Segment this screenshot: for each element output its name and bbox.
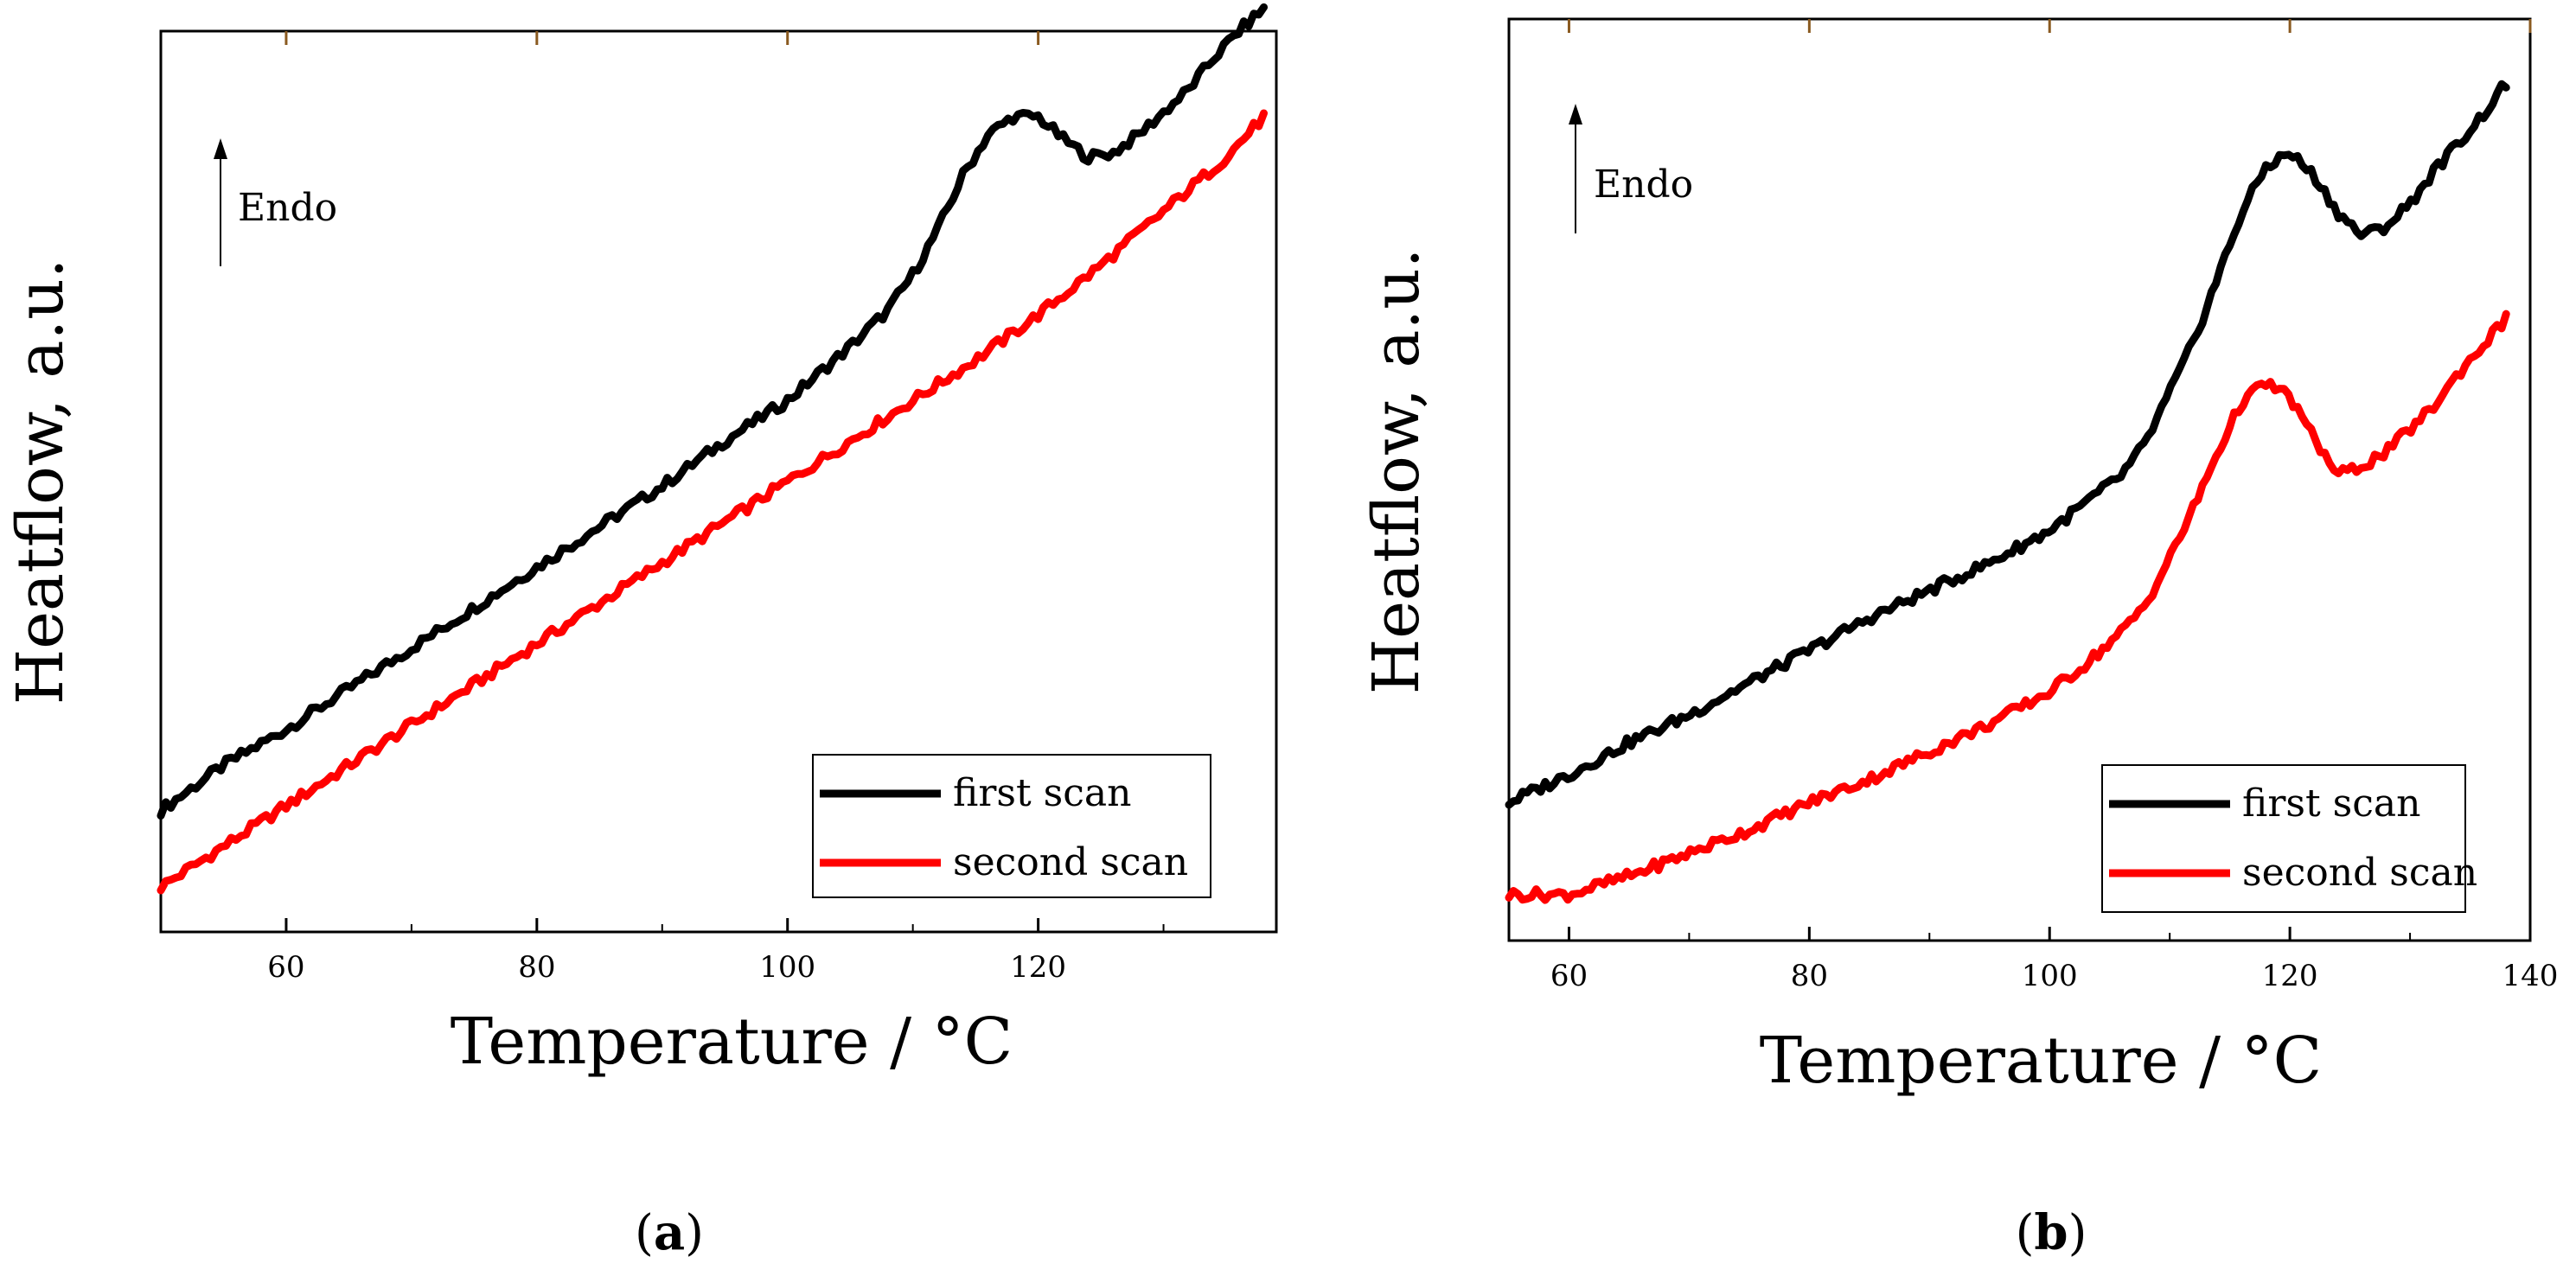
x-tick-label: 120 [2262,959,2318,993]
x-tick-label: 80 [518,950,555,985]
chart-panel-b: 60 80 100 120 140 Temperature / °C Heatflow, a… [1359,17,2559,1261]
endo-label: Endo [238,186,337,230]
legend: first scan second scan [2101,764,2477,913]
y-axis-title: Heatflow, a.u. [1359,248,1434,695]
panel-label: (a) [635,1204,704,1261]
plot-frame [159,29,1278,934]
x-tick-label: 120 [1010,950,1066,985]
x-tick-label: 60 [1550,959,1588,993]
legend-entry: first scan [953,771,1131,815]
legend: first scan second scan [812,754,1211,898]
legend-box [812,754,1211,898]
legend-box [2101,764,2466,913]
legend-entry: second scan [953,840,1188,884]
series-line-first-scan [1505,80,2510,809]
x-axis-title: Temperature / °C [451,1005,1013,1079]
series-line-second-scan [1505,309,2510,904]
x-tick-label: 80 [1791,959,1828,993]
series-line-first-scan [157,3,1268,820]
x-tick-label: 100 [759,950,815,985]
chart-panel-a: 60 80 100 120 Temperature / °C Heatflow, a.u.… [3,3,1278,1261]
endo-arrow-head [1569,104,1582,124]
x-tick-label: 100 [2022,959,2078,993]
y-axis-title: Heatflow, a.u. [3,258,78,705]
legend-entry: first scan [2242,782,2420,826]
x-axis-title: Temperature / °C [1760,1024,2322,1098]
legend-entry: second scan [2242,851,2477,895]
series-line-second-scan [157,109,1268,895]
panel-label: (b) [2016,1204,2087,1261]
endo-label: Endo [1594,163,1693,207]
x-tick-label: 140 [2502,959,2559,993]
endo-arrow-head [214,138,227,159]
x-tick-label: 60 [267,950,304,985]
plot-frame [1507,17,2532,942]
